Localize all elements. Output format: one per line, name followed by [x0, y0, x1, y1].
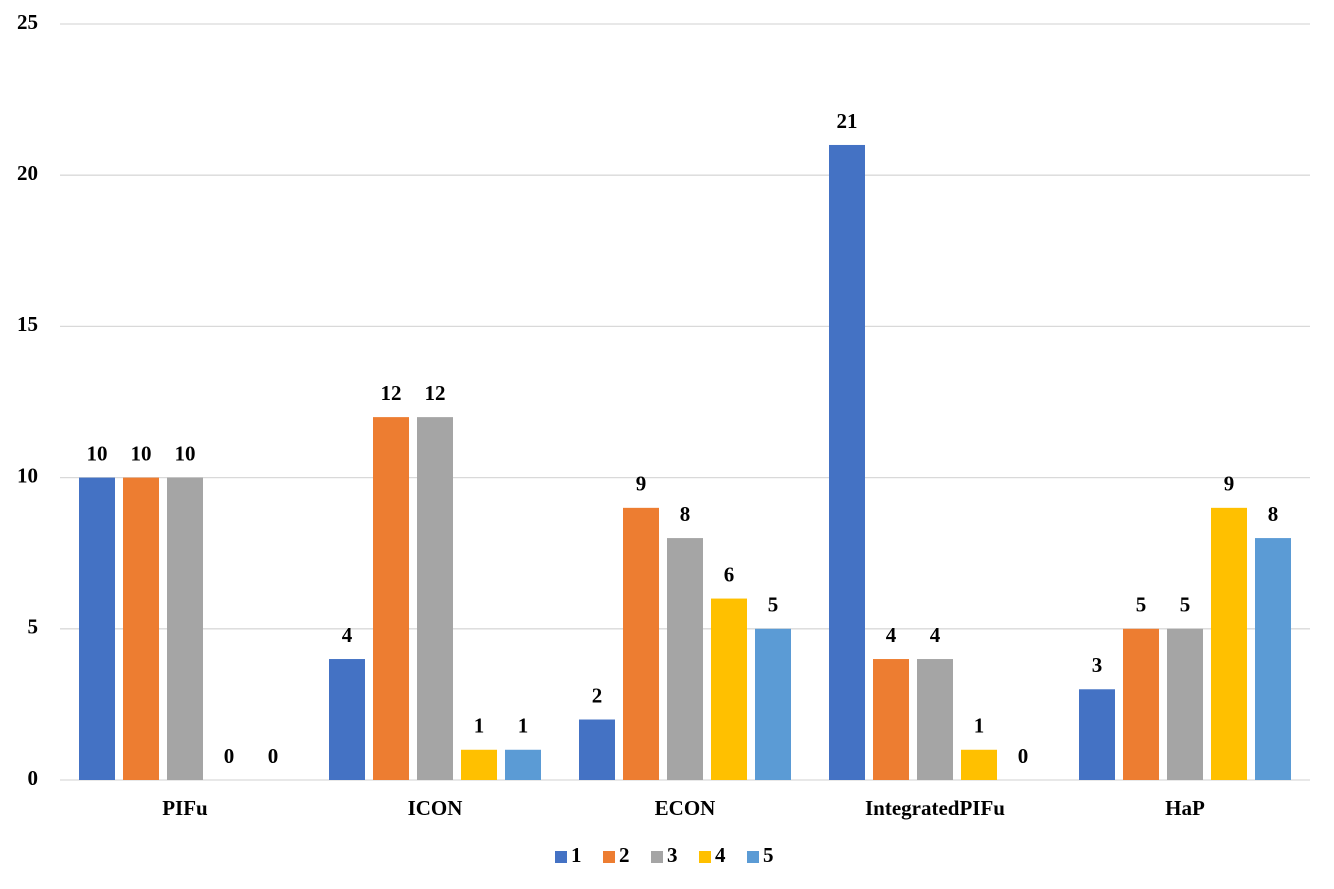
- data-label: 2: [592, 683, 603, 707]
- bar: [167, 477, 203, 780]
- data-label: 9: [1224, 472, 1235, 496]
- data-label: 5: [768, 593, 779, 617]
- x-tick-label: ECON: [655, 796, 716, 820]
- data-label: 12: [425, 381, 446, 405]
- data-label: 0: [1018, 744, 1029, 768]
- legend-label: 5: [763, 843, 774, 867]
- x-tick-label: IntegratedPIFu: [865, 796, 1005, 820]
- bar: [417, 417, 453, 780]
- x-tick-label: ICON: [408, 796, 463, 820]
- bar: [917, 659, 953, 780]
- legend-label: 4: [715, 843, 726, 867]
- data-label: 1: [974, 714, 985, 738]
- bar: [1167, 628, 1203, 780]
- legend-swatch: [603, 851, 615, 863]
- data-label: 10: [131, 441, 152, 465]
- bar: [961, 749, 997, 780]
- bar: [1255, 538, 1291, 780]
- data-label: 12: [381, 381, 402, 405]
- data-label: 9: [636, 472, 647, 496]
- data-label: 3: [1092, 653, 1103, 677]
- y-tick-label: 0: [28, 766, 39, 790]
- bar: [829, 144, 865, 780]
- bar: [373, 417, 409, 780]
- legend-label: 1: [571, 843, 582, 867]
- data-label: 4: [342, 623, 353, 647]
- bar: [1079, 689, 1115, 780]
- data-label: 0: [268, 744, 279, 768]
- x-tick-label: PIFu: [162, 796, 208, 820]
- legend-swatch: [651, 851, 663, 863]
- data-label: 5: [1136, 593, 1147, 617]
- bar: [329, 659, 365, 780]
- y-tick-label: 20: [17, 161, 38, 185]
- bar: [873, 659, 909, 780]
- bar: [667, 538, 703, 780]
- y-tick-label: 10: [17, 463, 38, 487]
- y-tick-label: 15: [17, 312, 38, 336]
- data-label: 1: [518, 714, 529, 738]
- data-label: 21: [837, 109, 858, 133]
- data-label: 8: [1268, 502, 1279, 526]
- data-label: 5: [1180, 593, 1191, 617]
- legend-swatch: [555, 851, 567, 863]
- y-tick-label: 5: [28, 615, 39, 639]
- bar: [461, 749, 497, 780]
- bar: [1123, 628, 1159, 780]
- x-tick-label: HaP: [1165, 796, 1205, 820]
- legend-label: 2: [619, 843, 630, 867]
- bar: [711, 598, 747, 780]
- data-label: 8: [680, 502, 691, 526]
- bar: [123, 477, 159, 780]
- bar: [755, 628, 791, 780]
- data-label: 6: [724, 562, 735, 586]
- legend-label: 3: [667, 843, 678, 867]
- data-label: 4: [930, 623, 941, 647]
- bar: [579, 719, 615, 780]
- data-label: 0: [224, 744, 235, 768]
- legend-swatch: [747, 851, 759, 863]
- data-label: 4: [886, 623, 897, 647]
- bar: [623, 507, 659, 780]
- legend-swatch: [699, 851, 711, 863]
- bar: [79, 477, 115, 780]
- bar: [1211, 507, 1247, 780]
- data-label: 1: [474, 714, 485, 738]
- y-tick-label: 25: [17, 10, 38, 34]
- data-label: 10: [87, 441, 108, 465]
- bar: [505, 749, 541, 780]
- data-label: 10: [175, 441, 196, 465]
